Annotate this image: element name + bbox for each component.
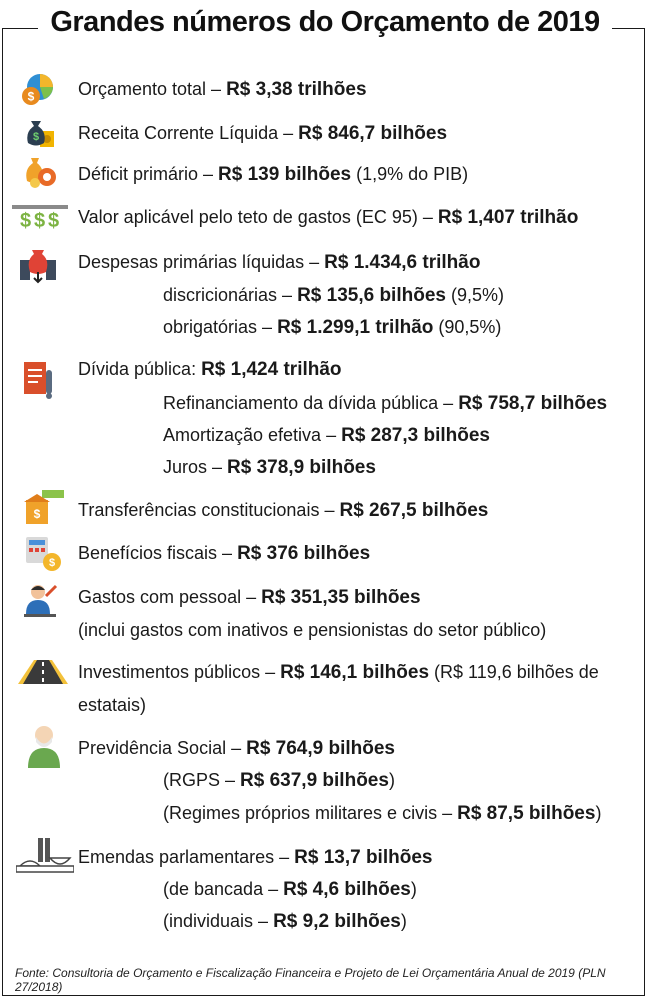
previdencia-social: Previdência Social – R$ 764,9 bilhões [78, 738, 395, 759]
receita-corrente: Receita Corrente Líquida – R$ 846,7 bilh… [78, 123, 448, 144]
gastos-pessoal-nota: (inclui gastos com inativos e pensionist… [78, 620, 547, 640]
despesas-primarias: Despesas primárias líquidas – R$ 1.434,6… [78, 252, 481, 273]
money-down-icon [20, 250, 56, 284]
svg-text:$: $ [20, 210, 31, 231]
svg-text:$: $ [28, 90, 35, 104]
transferencias-constitucionais: Transferências constitucionais – R$ 267,… [78, 500, 489, 521]
deficit-primario: Déficit primário – R$ 139 bilhões (1,9% … [78, 164, 469, 185]
divida-amortizacao: Amortização efetiva – R$ 287,3 bilhões [163, 425, 490, 446]
svg-text:$: $ [34, 210, 45, 231]
despesas-obrigatorias: obrigatórias – R$ 1.299,1 trilhão (90,5%… [163, 317, 502, 338]
svg-text:$: $ [49, 557, 55, 569]
source-footnote: Fonte: Consultoria de Orçamento e Fiscal… [15, 966, 606, 994]
dollar-signs-icon: $ $ $ [12, 205, 68, 231]
bank-building-icon: $ [24, 490, 64, 524]
svg-text:$: $ [48, 210, 59, 231]
teto-gastos: Valor aplicável pelo teto de gastos (EC … [78, 207, 579, 228]
congress-building-icon [16, 838, 74, 873]
page-title: Grandes números do Orçamento de 2019 [0, 6, 650, 39]
elderly-person-icon [28, 726, 60, 768]
svg-text:$: $ [34, 507, 41, 521]
pie-chart-coin-icon: $ [22, 74, 53, 105]
previdencia-regimes-proprios: (Regimes próprios militares e civis – R$… [163, 803, 602, 824]
despesas-discricionarias: discricionárias – R$ 135,6 bilhões (9,5%… [163, 285, 504, 306]
investimentos-estatais: estatais) [78, 695, 147, 715]
emendas-parlamentares: Emendas parlamentares – R$ 13,7 bilhões [78, 847, 433, 868]
emendas-bancada: (de bancada – R$ 4,6 bilhões) [163, 879, 417, 900]
gastos-pessoal: Gastos com pessoal – R$ 351,35 bilhões [78, 587, 421, 608]
svg-text:$: $ [33, 131, 39, 143]
person-at-desk-icon [24, 584, 58, 617]
divida-publica: Dívida pública: R$ 1,424 trilhão [78, 359, 342, 380]
previdencia-rgps: (RGPS – R$ 637,9 bilhões) [163, 770, 395, 791]
road-icon [18, 660, 68, 684]
investimentos-publicos: Investimentos públicos – R$ 146,1 bilhõe… [78, 662, 599, 683]
calculator-coin-icon: $ [26, 537, 61, 571]
beneficios-fiscais: Benefícios fiscais – R$ 376 bilhões [78, 543, 371, 564]
divida-juros: Juros – R$ 378,9 bilhões [163, 457, 376, 478]
document-scroll-icon [24, 362, 52, 399]
orcamento-total: Orçamento total – R$ 3,38 trilhões [78, 79, 367, 100]
money-bag-gear-icon [26, 158, 56, 188]
emendas-individuais: (individuais – R$ 9,2 bilhões) [163, 911, 407, 932]
divida-refinanciamento: Refinanciamento da dívida pública – R$ 7… [163, 393, 608, 414]
money-bag-icon: $ [27, 121, 54, 147]
